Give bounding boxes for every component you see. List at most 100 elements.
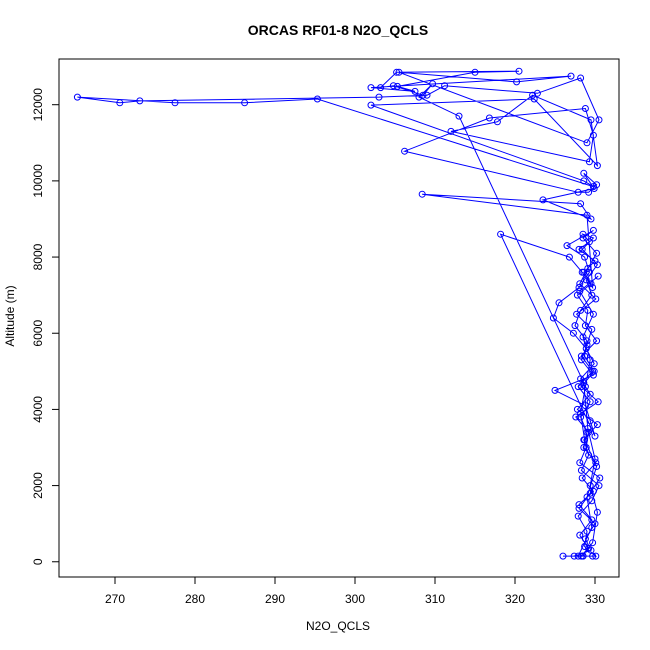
data-point <box>423 91 431 99</box>
data-point <box>411 87 419 95</box>
data-point <box>587 215 595 223</box>
data-point <box>577 466 585 474</box>
data-point <box>377 84 385 92</box>
data-point <box>555 299 563 307</box>
data-point <box>485 114 493 122</box>
data-point <box>584 306 592 314</box>
data-point <box>579 234 587 242</box>
data-point <box>588 325 596 333</box>
data-point <box>389 82 397 90</box>
data-point <box>573 310 581 318</box>
data-point <box>571 322 579 330</box>
data-point <box>593 508 601 516</box>
data-point <box>581 322 589 330</box>
data-point <box>591 257 599 265</box>
data-point <box>581 543 589 550</box>
data-point <box>589 234 597 242</box>
data-point <box>580 177 588 185</box>
data-point <box>441 82 449 90</box>
data-point <box>585 188 593 196</box>
plot-frame <box>58 58 620 578</box>
data-point <box>577 352 585 360</box>
data-point <box>581 535 589 543</box>
data-point <box>418 190 426 198</box>
data-point <box>583 337 591 345</box>
data-point <box>592 295 600 303</box>
y-axis-label: Altitude (m) <box>3 285 17 346</box>
data-point <box>586 417 594 425</box>
data-point <box>579 230 587 238</box>
x-tick-label-3: 300 <box>345 592 365 606</box>
data-point <box>493 118 501 126</box>
data-point <box>393 68 401 76</box>
data-point <box>583 493 591 501</box>
data-point <box>577 409 585 417</box>
data-point <box>576 531 584 539</box>
x-axis-label: N2O_QCLS <box>306 619 370 633</box>
y-tick-label-3: 6000 <box>31 320 45 347</box>
data-point <box>593 463 601 470</box>
data-point <box>589 371 597 379</box>
data-point <box>395 68 403 76</box>
data-point <box>565 253 573 261</box>
data-point <box>497 230 505 238</box>
data-point <box>375 93 383 101</box>
data-point <box>586 482 594 490</box>
data-point <box>589 552 597 560</box>
data-point <box>572 413 580 421</box>
data-point <box>595 482 603 490</box>
data-point <box>393 82 401 90</box>
y-tick-label-5: 10000 <box>31 164 45 198</box>
data-point <box>559 552 567 560</box>
data-point <box>593 421 601 429</box>
data-point <box>589 226 597 234</box>
y-tick-label-6: 12000 <box>31 88 45 122</box>
data-point <box>447 127 455 135</box>
x-tick-label-4: 310 <box>425 592 445 606</box>
series-line-0 <box>77 70 601 557</box>
data-point <box>583 211 591 219</box>
data-point <box>593 337 601 345</box>
data-point <box>533 89 541 97</box>
x-tick-label-6: 330 <box>585 592 605 606</box>
data-point <box>593 162 601 170</box>
data-point <box>116 99 124 107</box>
data-point <box>591 432 599 440</box>
data-point <box>593 249 601 257</box>
data-point <box>551 386 559 394</box>
data-point <box>590 360 598 368</box>
data-point <box>587 116 595 124</box>
data-point <box>577 306 585 314</box>
y-axis: 0 2000 4000 6000 8000 10000 12000 <box>31 88 59 565</box>
data-point <box>530 95 538 103</box>
data-point <box>585 238 593 246</box>
data-point <box>585 451 593 459</box>
data-point <box>594 272 602 280</box>
y-tick-label-0: 0 <box>31 558 45 565</box>
data-point <box>581 383 589 391</box>
data-point <box>529 91 537 99</box>
data-point <box>573 291 581 299</box>
data-point <box>577 552 585 560</box>
data-point <box>588 524 596 531</box>
data-point <box>586 390 594 398</box>
data-point <box>580 444 588 451</box>
data-point <box>576 459 584 467</box>
data-point <box>581 105 589 112</box>
data-point <box>73 93 81 101</box>
data-point <box>584 265 592 272</box>
data-point <box>575 501 583 509</box>
data-point <box>367 101 375 109</box>
x-axis: 270 280 290 300 310 320 330 <box>105 577 605 606</box>
data-point <box>588 497 596 505</box>
data-point <box>401 147 409 155</box>
data-point <box>581 402 589 410</box>
data-point <box>579 333 587 341</box>
data-point <box>570 552 578 560</box>
data-point <box>582 276 590 284</box>
data-point <box>577 200 585 208</box>
data-point <box>575 245 583 253</box>
data-point <box>592 459 600 467</box>
